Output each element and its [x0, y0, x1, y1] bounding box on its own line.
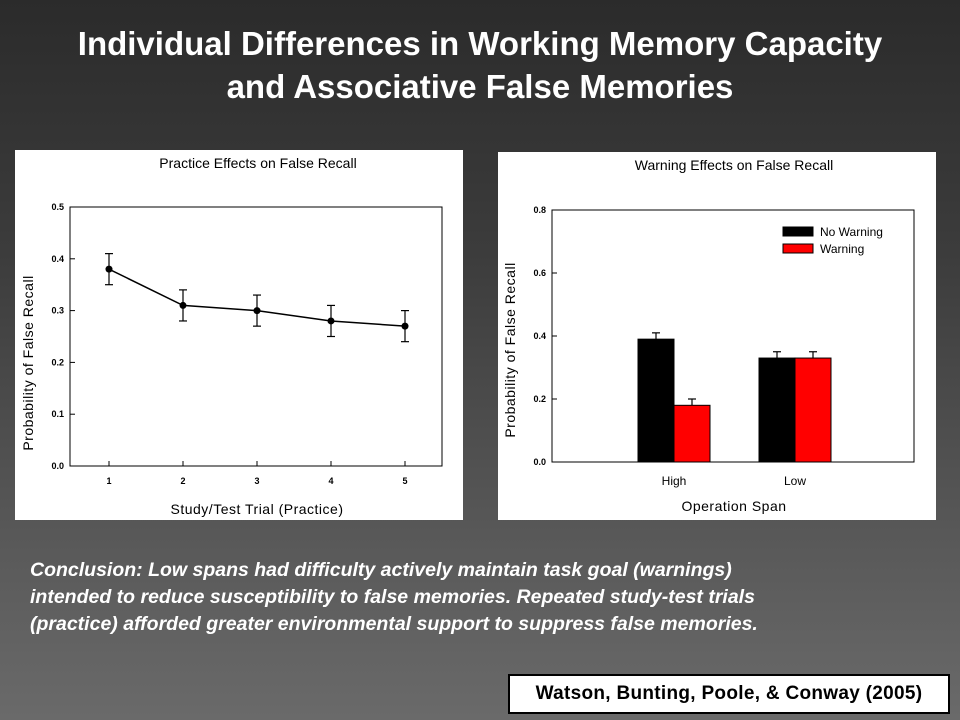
- y-tick-label: 0.4: [533, 331, 546, 341]
- title-line-2: and Associative False Memories: [226, 68, 734, 105]
- x-tick-label: Low: [784, 474, 806, 488]
- x-axis-label: Study/Test Trial (Practice): [171, 501, 344, 517]
- bar: [758, 357, 796, 463]
- y-tick-label: 0.0: [51, 461, 64, 471]
- citation-text: Watson, Bunting, Poole, & Conway (2005): [535, 683, 923, 704]
- chart-title: Warning Effects on False Recall: [635, 157, 833, 173]
- bar: [637, 338, 675, 463]
- title-line-1: Individual Differences in Working Memory…: [77, 25, 883, 62]
- y-axis-label: Probability of False Recall: [502, 262, 518, 437]
- x-axis-label: Operation Span: [681, 498, 786, 514]
- data-point: [401, 322, 409, 330]
- legend-swatch: [782, 226, 814, 237]
- y-tick-label: 0.4: [51, 254, 64, 264]
- x-tick-label: 3: [254, 476, 259, 486]
- x-tick-label: 5: [402, 476, 407, 486]
- y-tick-label: 0.3: [51, 306, 64, 316]
- x-tick-label: 2: [180, 476, 185, 486]
- legend-swatch: [782, 243, 814, 254]
- bar: [794, 357, 832, 463]
- y-tick-label: 0.2: [51, 357, 64, 367]
- conclusion-text: Conclusion: Low spans had difficulty act…: [30, 557, 940, 638]
- chart-title: Practice Effects on False Recall: [159, 155, 356, 171]
- y-tick-label: 0.6: [533, 268, 546, 278]
- conclusion-line-2: intended to reduce susceptibility to fal…: [30, 586, 755, 608]
- y-tick-label: 0.2: [533, 394, 546, 404]
- x-tick-label: 1: [106, 476, 111, 486]
- data-point: [253, 307, 261, 315]
- y-tick-label: 0.0: [533, 457, 546, 467]
- warning-chart: Warning Effects on False Recall Operatio…: [502, 157, 915, 514]
- legend-label: Warning: [820, 242, 864, 256]
- y-tick-label: 0.1: [51, 409, 64, 419]
- data-point: [179, 301, 187, 309]
- x-tick-label: High: [662, 474, 687, 488]
- data-point: [327, 317, 335, 325]
- y-tick-label: 0.8: [533, 205, 546, 215]
- y-axis-label: Probability of False Recall: [20, 275, 36, 450]
- slide-title: Individual Differences in Working Memory…: [0, 22, 960, 108]
- bar: [673, 404, 711, 463]
- conclusion-line-3: (practice) afforded greater environmenta…: [30, 613, 758, 635]
- data-point: [105, 265, 113, 273]
- y-tick-label: 0.5: [51, 202, 64, 212]
- x-tick-label: 4: [328, 476, 333, 486]
- warning-chart-panel: Warning Effects on False Recall Operatio…: [498, 152, 936, 520]
- plot-frame: [69, 206, 443, 467]
- citation-box: Watson, Bunting, Poole, & Conway (2005): [508, 674, 950, 714]
- conclusion-line-1: Conclusion: Low spans had difficulty act…: [30, 559, 732, 581]
- legend-label: No Warning: [820, 225, 883, 239]
- practice-chart-panel: Practice Effects on False Recall Study/T…: [15, 150, 463, 520]
- practice-chart: Practice Effects on False Recall Study/T…: [20, 155, 443, 517]
